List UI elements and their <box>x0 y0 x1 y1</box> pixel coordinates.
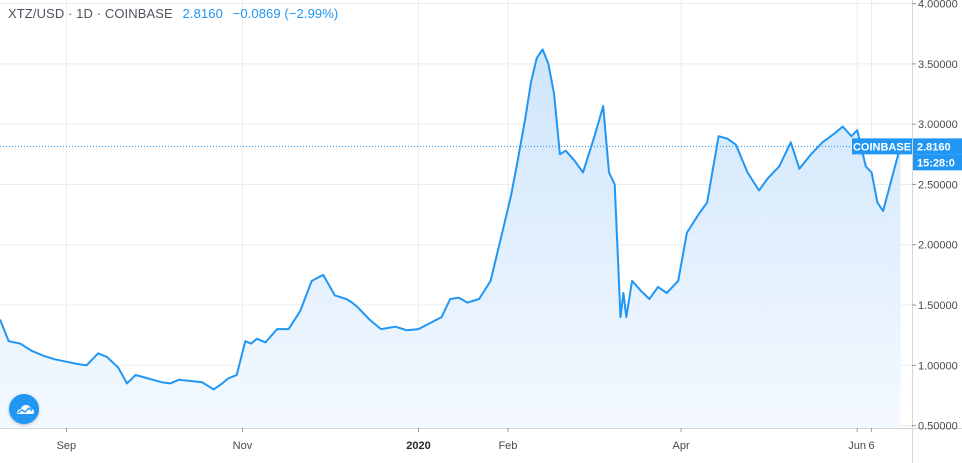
y-tick-label: 3.50000 <box>918 59 958 71</box>
y-tick-label: 2.50000 <box>918 179 958 191</box>
price-line <box>0 48 902 391</box>
y-tick-label: 1.00000 <box>918 360 958 372</box>
last-price-tags: COINBASE 2.8160 15:28:0 <box>852 138 962 171</box>
x-tick-label: Sep <box>57 440 77 452</box>
exchange-tag <box>852 138 912 155</box>
y-tick-label: 4.00000 <box>918 0 958 11</box>
last-price-value: 2.8160 <box>182 6 223 21</box>
price-value-tag-label: 2.8160 <box>917 141 951 153</box>
x-tick-label: 2020 <box>406 440 430 452</box>
x-tick-label: Feb <box>498 440 517 452</box>
x-tick-label: Nov <box>233 440 253 452</box>
exchange-tag-label: COINBASE <box>853 141 911 153</box>
symbol-title: XTZ/USD · 1D · COINBASE <box>8 6 173 21</box>
x-tick-label: Jun <box>848 440 866 452</box>
y-axis[interactable]: 0.50000 1.00000 1.50000 2.00000 2.50000 3.000… <box>912 0 958 433</box>
tradingview-cloud-icon[interactable] <box>9 394 39 424</box>
price-change: −0.0869 (−2.99%) <box>232 6 339 21</box>
price-value-tag <box>913 138 962 155</box>
x-tick-label: 6 <box>869 440 875 452</box>
y-tick-label: 3.00000 <box>918 119 958 131</box>
y-tick-label: 0.50000 <box>918 421 958 433</box>
x-tick-label: Apr <box>673 440 690 452</box>
y-tick-label: 2.00000 <box>918 240 958 252</box>
price-area-fill <box>0 49 901 429</box>
countdown-tag <box>913 154 962 171</box>
x-axis[interactable]: Sep Nov 2020 Feb Apr Jun 6 <box>57 428 875 452</box>
countdown-tag-label: 15:28:0 <box>917 157 955 169</box>
chart-legend: XTZ/USD · 1D · COINBASE 2.8160 −0.0869 (… <box>8 6 338 21</box>
y-tick-label: 1.50000 <box>918 300 958 312</box>
